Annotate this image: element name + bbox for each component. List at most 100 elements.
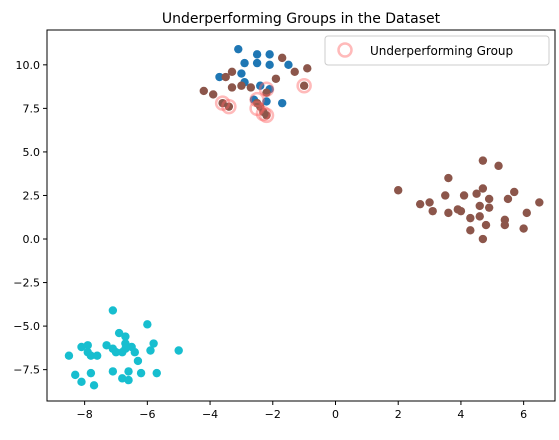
- scatter-point-s1-47: [535, 198, 544, 207]
- underperforming-marker-6: [258, 107, 275, 124]
- scatter-point-s2-30: [152, 368, 161, 378]
- scatter-point-s1-3: [227, 67, 237, 77]
- scatter-point-s2-28: [146, 346, 155, 355]
- scatter-point-s0-5: [265, 60, 274, 70]
- scatter-point-s1-23: [441, 191, 450, 200]
- y-axis: −7.5 −5.0 −2.5 0.0 2.5 5.0 7.5 10.0: [13, 59, 47, 377]
- scatter-point-s1-25: [444, 208, 453, 218]
- underperforming-marker-0: [214, 95, 231, 111]
- scatter-point-s1-28: [459, 191, 469, 200]
- chart-title: Underperforming Groups in the Dataset: [162, 11, 441, 27]
- plot-area: [64, 44, 544, 390]
- x-tick-label-3: −2: [265, 408, 281, 421]
- y-tick-label-5: 5.0: [23, 146, 41, 159]
- scatter-point-s2-8: [89, 381, 99, 390]
- y-tick-label-0: −7.5: [13, 364, 40, 377]
- scatter-point-s1-33: [475, 201, 484, 211]
- scatter-point-s1-0: [199, 86, 208, 96]
- scatter-point-s1-40: [494, 161, 503, 171]
- scatter-point-s2-13: [108, 367, 118, 376]
- scatter-point-s1-34: [478, 234, 488, 244]
- scatter-point-s2-24: [130, 348, 140, 357]
- scatter-point-s1-20: [415, 199, 425, 209]
- scatter-point-s2-10: [102, 341, 111, 350]
- scatter-point-s2-31: [174, 346, 183, 355]
- scatter-point-s1-15: [290, 67, 299, 77]
- scatter-point-s1-18: [262, 88, 271, 97]
- y-tick-label-1: −5.0: [13, 320, 40, 333]
- scatter-point-s1-37: [481, 220, 491, 230]
- scatter-point-s1-22: [428, 206, 437, 216]
- scatter-point-s2-6: [86, 351, 96, 360]
- scatter-point-s0-8: [215, 72, 224, 82]
- scatter-point-s2-0: [64, 351, 74, 360]
- scatter-point-s1-29: [466, 213, 475, 223]
- x-tick-label-6: 4: [457, 408, 464, 421]
- legend-box: [324, 35, 550, 66]
- scatter-point-s2-1: [71, 370, 80, 380]
- scatter-point-s1-43: [503, 194, 513, 204]
- scatter-point-s1-1: [208, 90, 218, 99]
- scatter-point-s2-4: [83, 341, 92, 350]
- y-tick-label-3: 0.0: [23, 233, 41, 246]
- y-tick-label-7: 10.0: [16, 59, 41, 72]
- scatter-point-s2-29: [149, 339, 158, 348]
- scatter-point-s2-11: [108, 306, 118, 315]
- scatter-point-s2-7: [86, 368, 96, 378]
- scatter-point-s1-14: [277, 53, 287, 63]
- scatter-point-s1-21: [425, 198, 434, 207]
- scatter-point-s0-0: [234, 44, 243, 54]
- scatter-point-s1-30: [466, 226, 475, 235]
- scatter-point-s1-36: [478, 156, 488, 165]
- scatter-point-s1-46: [522, 208, 531, 218]
- scatter-point-s2-26: [136, 368, 146, 378]
- scatter-point-s1-45: [519, 224, 528, 233]
- x-tick-label-5: 2: [395, 408, 402, 421]
- scatter-point-s1-31: [472, 189, 481, 198]
- underperforming-marker-4: [255, 105, 272, 122]
- x-tick-label-2: −4: [202, 408, 218, 421]
- x-tick-label-7: 6: [520, 408, 527, 421]
- scatter-point-s2-25: [133, 356, 143, 366]
- scatter-point-s1-24: [444, 173, 453, 183]
- scatter-point-s0-4: [252, 58, 262, 68]
- scatter-point-s2-3: [77, 377, 86, 387]
- x-tick-label-0: −8: [77, 408, 93, 421]
- scatter-point-s1-8: [246, 83, 256, 92]
- scatter-point-s2-22: [124, 367, 133, 376]
- scatter-point-s1-44: [510, 187, 519, 197]
- y-tick-label-6: 7.5: [23, 102, 41, 115]
- scatter-point-s0-2: [265, 50, 274, 59]
- x-tick-label-4: 0: [332, 408, 339, 421]
- legend-label-underperforming: Underperforming Group: [370, 44, 513, 58]
- scatter-point-s1-2: [221, 72, 230, 82]
- scatter-point-s1-16: [299, 81, 309, 90]
- scatter-point-s2-9: [92, 351, 102, 360]
- scatter-point-s1-39: [484, 194, 494, 204]
- scatter-point-s1-17: [303, 64, 312, 73]
- scatter-point-s1-27: [456, 206, 466, 216]
- scatter-point-s0-7: [237, 69, 246, 78]
- scatter-point-s0-10: [256, 81, 265, 90]
- y-tick-label-4: 2.5: [23, 189, 41, 202]
- legend: Underperforming Group: [324, 35, 550, 66]
- scatter-point-s0-12: [262, 97, 271, 106]
- scatter-point-s1-7: [224, 102, 234, 111]
- scatter-point-s1-42: [500, 220, 510, 230]
- scatter-point-s1-13: [271, 74, 281, 83]
- scatter-point-s1-35: [478, 184, 488, 193]
- underperforming-marker-7: [296, 77, 312, 94]
- scatter-point-s1-19: [394, 186, 403, 195]
- scatter-point-s1-6: [218, 98, 227, 108]
- underperforming-marker-3: [249, 100, 265, 117]
- scatter-point-s2-21: [124, 375, 133, 385]
- scatter-point-s2-14: [111, 348, 121, 357]
- scatter-point-s2-18: [121, 332, 130, 341]
- scatter-point-s1-32: [475, 212, 484, 221]
- scatter-point-s1-38: [484, 203, 494, 212]
- scatter-point-s2-27: [143, 320, 152, 329]
- scatter-point-s1-5: [227, 83, 237, 92]
- x-axis: −8 −6 −4 −2 0 2 4 6: [77, 401, 527, 421]
- x-tick-label-1: −6: [139, 408, 155, 421]
